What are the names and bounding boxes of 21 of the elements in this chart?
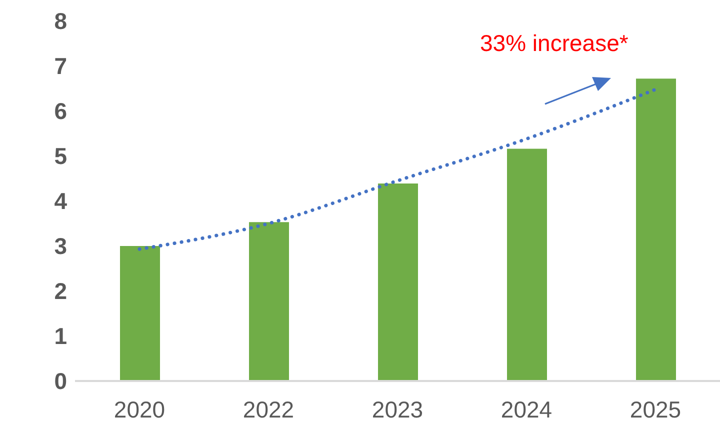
- bar: [249, 222, 289, 381]
- x-tick-label: 2023: [372, 396, 424, 422]
- x-tick-label: 2020: [114, 396, 166, 422]
- y-tick-label: 0: [54, 368, 67, 394]
- y-tick-label: 6: [54, 98, 67, 124]
- x-tick-label: 2024: [500, 396, 552, 422]
- bar: [120, 246, 160, 381]
- x-tick-label: 2022: [242, 396, 294, 422]
- y-tick-label: 8: [54, 8, 68, 34]
- x-tick-label: 2025: [630, 396, 682, 422]
- bar: [636, 78, 676, 381]
- y-tick-label: 4: [54, 188, 68, 214]
- y-tick-label: 3: [54, 233, 67, 260]
- y-tick-label: 1: [54, 323, 68, 350]
- y-tick-label: 5: [54, 143, 68, 170]
- y-tick-label: 7: [54, 53, 67, 80]
- bar: [507, 148, 547, 381]
- bar: [378, 183, 418, 381]
- line-series: [138, 88, 658, 251]
- y-tick-label: 2: [54, 278, 67, 304]
- annotation: 33% increase*: [480, 30, 628, 57]
